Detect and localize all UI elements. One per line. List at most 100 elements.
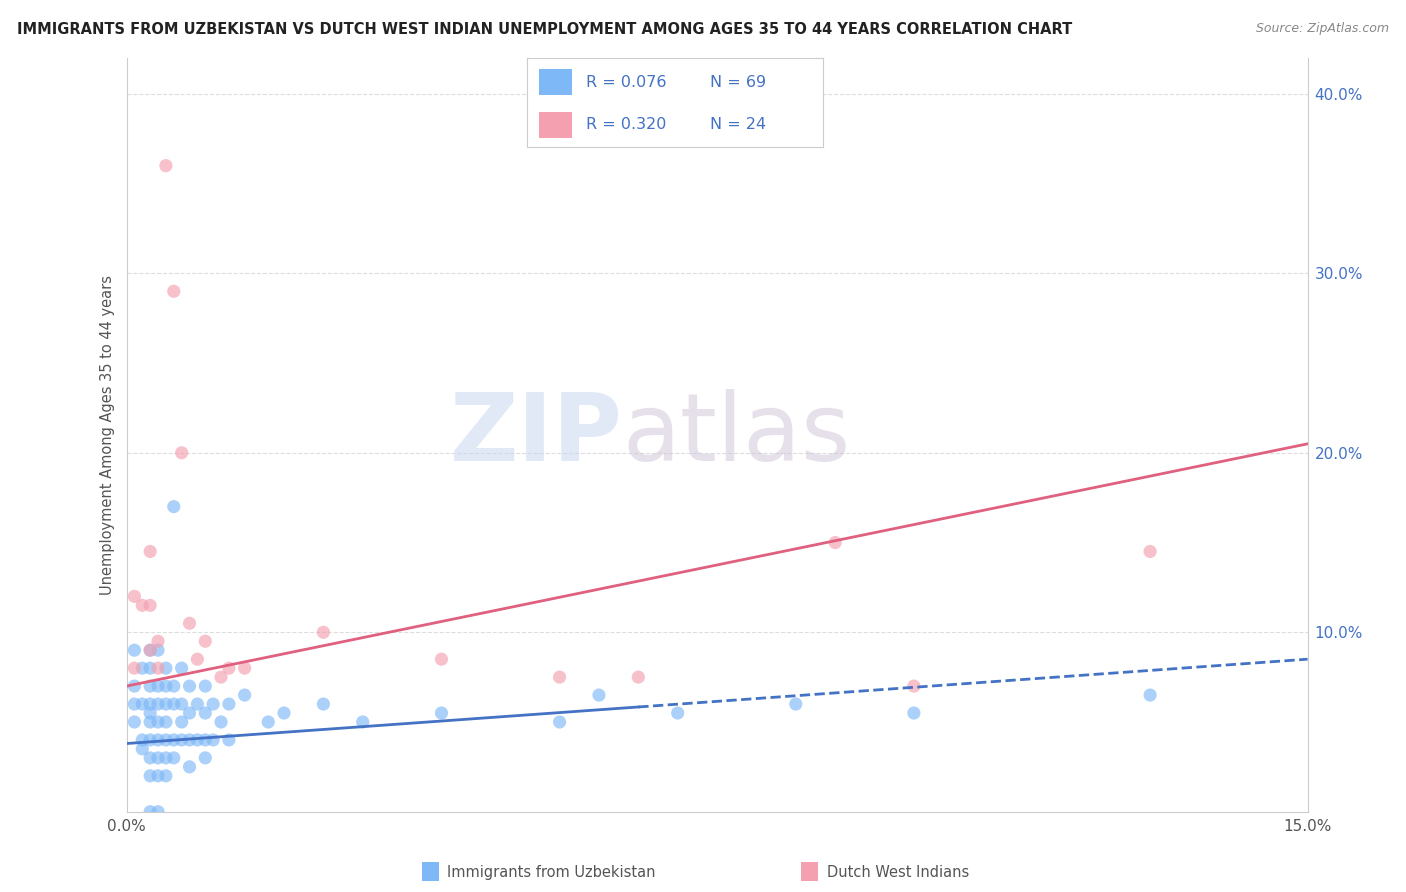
- Point: [155, 714, 177, 729]
- Text: Source: ZipAtlas.com: Source: ZipAtlas.com: [1256, 22, 1389, 36]
- Point: [352, 714, 374, 729]
- Text: atlas: atlas: [623, 389, 851, 481]
- Point: [186, 733, 208, 747]
- Text: ZIP: ZIP: [450, 389, 623, 481]
- Point: [146, 805, 169, 819]
- Point: [170, 697, 193, 711]
- Point: [163, 751, 186, 765]
- Point: [163, 285, 186, 299]
- Text: IMMIGRANTS FROM UZBEKISTAN VS DUTCH WEST INDIAN UNEMPLOYMENT AMONG AGES 35 TO 44: IMMIGRANTS FROM UZBEKISTAN VS DUTCH WEST…: [17, 22, 1073, 37]
- Point: [155, 661, 177, 675]
- Point: [146, 733, 169, 747]
- Point: [139, 544, 162, 558]
- Point: [131, 599, 153, 613]
- Point: [155, 769, 177, 783]
- Point: [124, 590, 146, 604]
- Point: [209, 670, 232, 684]
- Point: [146, 643, 169, 657]
- Point: [139, 697, 162, 711]
- Point: [430, 706, 453, 720]
- Point: [146, 697, 169, 711]
- Point: [194, 733, 217, 747]
- Point: [139, 643, 162, 657]
- Point: [139, 714, 162, 729]
- Point: [666, 706, 689, 720]
- Text: Immigrants from Uzbekistan: Immigrants from Uzbekistan: [447, 865, 655, 880]
- Point: [170, 661, 193, 675]
- Point: [155, 697, 177, 711]
- Point: [273, 706, 295, 720]
- Point: [139, 706, 162, 720]
- Point: [186, 652, 208, 666]
- Point: [155, 159, 177, 173]
- Point: [139, 643, 162, 657]
- Point: [163, 500, 186, 514]
- Point: [186, 697, 208, 711]
- Point: [146, 769, 169, 783]
- Point: [163, 733, 186, 747]
- Point: [194, 634, 217, 648]
- Point: [257, 714, 280, 729]
- Point: [430, 652, 453, 666]
- Point: [202, 733, 225, 747]
- Point: [170, 733, 193, 747]
- Point: [903, 706, 925, 720]
- Point: [785, 697, 807, 711]
- Point: [163, 697, 186, 711]
- Point: [170, 714, 193, 729]
- Point: [1139, 688, 1161, 702]
- Point: [155, 733, 177, 747]
- FancyBboxPatch shape: [538, 112, 571, 138]
- Point: [194, 751, 217, 765]
- Point: [218, 661, 240, 675]
- Text: Dutch West Indians: Dutch West Indians: [827, 865, 969, 880]
- Text: N = 69: N = 69: [710, 75, 766, 89]
- Point: [312, 697, 335, 711]
- Point: [179, 679, 201, 693]
- Point: [155, 751, 177, 765]
- Point: [233, 661, 256, 675]
- Y-axis label: Unemployment Among Ages 35 to 44 years: Unemployment Among Ages 35 to 44 years: [100, 275, 115, 595]
- Point: [312, 625, 335, 640]
- Point: [146, 661, 169, 675]
- Text: R = 0.320: R = 0.320: [586, 118, 666, 132]
- Point: [179, 760, 201, 774]
- Point: [209, 714, 232, 729]
- Point: [824, 535, 846, 549]
- Point: [903, 679, 925, 693]
- Point: [218, 697, 240, 711]
- Point: [1139, 544, 1161, 558]
- Point: [179, 706, 201, 720]
- Point: [139, 769, 162, 783]
- Point: [194, 706, 217, 720]
- Point: [155, 679, 177, 693]
- Point: [163, 679, 186, 693]
- Text: N = 24: N = 24: [710, 118, 766, 132]
- FancyBboxPatch shape: [538, 69, 571, 95]
- Point: [588, 688, 610, 702]
- Point: [131, 697, 153, 711]
- Text: R = 0.076: R = 0.076: [586, 75, 666, 89]
- Point: [146, 714, 169, 729]
- Point: [131, 661, 153, 675]
- Point: [124, 679, 146, 693]
- Point: [139, 661, 162, 675]
- Point: [202, 697, 225, 711]
- Point: [548, 714, 571, 729]
- Point: [179, 733, 201, 747]
- Point: [131, 733, 153, 747]
- Point: [139, 599, 162, 613]
- Point: [131, 742, 153, 756]
- Point: [548, 670, 571, 684]
- Point: [124, 643, 146, 657]
- Point: [124, 697, 146, 711]
- Point: [139, 751, 162, 765]
- Point: [139, 679, 162, 693]
- Point: [233, 688, 256, 702]
- Point: [124, 714, 146, 729]
- Point: [146, 751, 169, 765]
- Point: [627, 670, 650, 684]
- Point: [146, 679, 169, 693]
- Point: [194, 679, 217, 693]
- Point: [170, 446, 193, 460]
